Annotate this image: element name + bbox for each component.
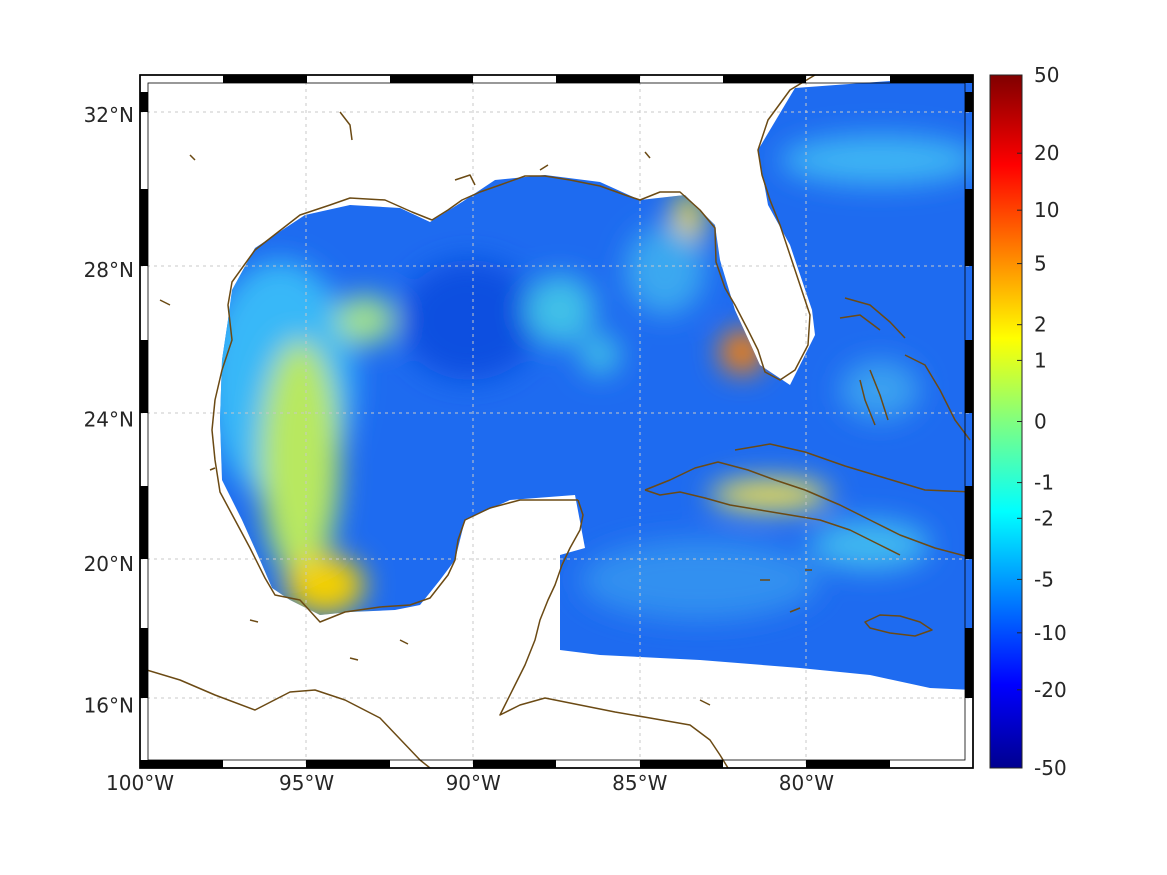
colorbar-tick-label: 20	[1034, 141, 1059, 165]
coastline-yucatan-east	[499, 499, 729, 768]
colorbar-tick-label: -2	[1034, 506, 1054, 530]
colorbar-tick-label: 0	[1034, 410, 1047, 434]
coastline-cuba	[644, 443, 973, 559]
colorbar-tick-label: -50	[1034, 756, 1067, 780]
x-tick-label: 85°W	[612, 771, 667, 795]
central-gulf-eddy	[525, 275, 595, 345]
west-florida-shelf	[625, 225, 705, 315]
graticule	[140, 75, 973, 768]
y-tick-label: 24°N	[84, 407, 134, 431]
x-tick-labels: 100°W 95°W 90°W 85°W 80°W	[106, 771, 834, 795]
y-tick-labels: 16°N 20°N 24°N 28°N 32°N	[84, 103, 134, 718]
cuba-south-light	[810, 520, 930, 570]
x-tick-label: 90°W	[446, 771, 501, 795]
y-tick-label: 20°N	[84, 552, 134, 576]
coastline-gulf-mainland	[140, 75, 816, 768]
northwest-gulf-patch	[335, 295, 395, 345]
bahamas-light	[840, 360, 920, 420]
colorbar-tick-label: 2	[1034, 313, 1047, 337]
bay-of-campeche-max	[285, 555, 365, 615]
x-tick-label: 80°W	[779, 771, 834, 795]
colorbar-tick-label: 1	[1034, 348, 1047, 372]
coastline-bahamas	[839, 297, 971, 441]
caribbean-light	[580, 540, 820, 620]
colorbar-tick-label: -10	[1034, 621, 1067, 645]
y-tick-label: 16°N	[84, 693, 134, 717]
colorbar-tick-label: -20	[1034, 678, 1067, 702]
atlantic-northeast-band	[780, 135, 973, 185]
central-cuba	[710, 479, 830, 511]
colorbar-bar	[989, 74, 1023, 769]
colorbar-tick-label: 10	[1034, 198, 1059, 222]
western-gulf-band	[260, 340, 340, 580]
central-gulf-deep	[400, 260, 540, 380]
loop-current-patch	[580, 335, 620, 375]
x-tick-label: 95°W	[279, 771, 334, 795]
y-tick-label: 32°N	[84, 103, 134, 127]
coastline-islands-misc	[159, 111, 812, 706]
coastline-jamaica	[864, 614, 933, 637]
colorbar-tick-label: -5	[1034, 567, 1054, 591]
y-tick-label: 28°N	[84, 258, 134, 282]
colorbar-tick-label: 50	[1034, 63, 1059, 87]
map-frame	[139, 74, 974, 769]
colorbar-tick-label: -1	[1034, 471, 1054, 495]
coastlines	[140, 75, 973, 768]
colorbar-tick-label: 5	[1034, 252, 1047, 276]
x-tick-label: 100°W	[106, 771, 174, 795]
